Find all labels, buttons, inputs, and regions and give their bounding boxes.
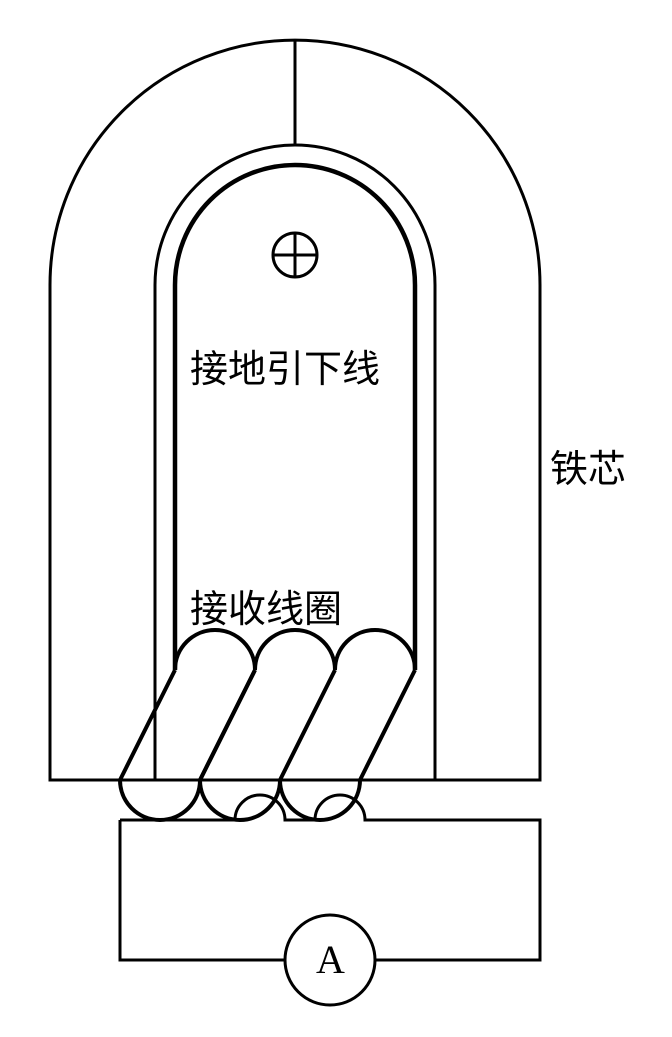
receiving-coil [120,630,415,820]
ground-lead-label: 接地引下线 [190,338,380,393]
conductor-cross-icon [273,233,317,277]
iron-core-label: 铁芯 [550,438,626,493]
receiving-coil-label: 接收线圈 [190,578,342,633]
ammeter-label: A [316,936,345,983]
iron-core-outer [50,40,540,780]
